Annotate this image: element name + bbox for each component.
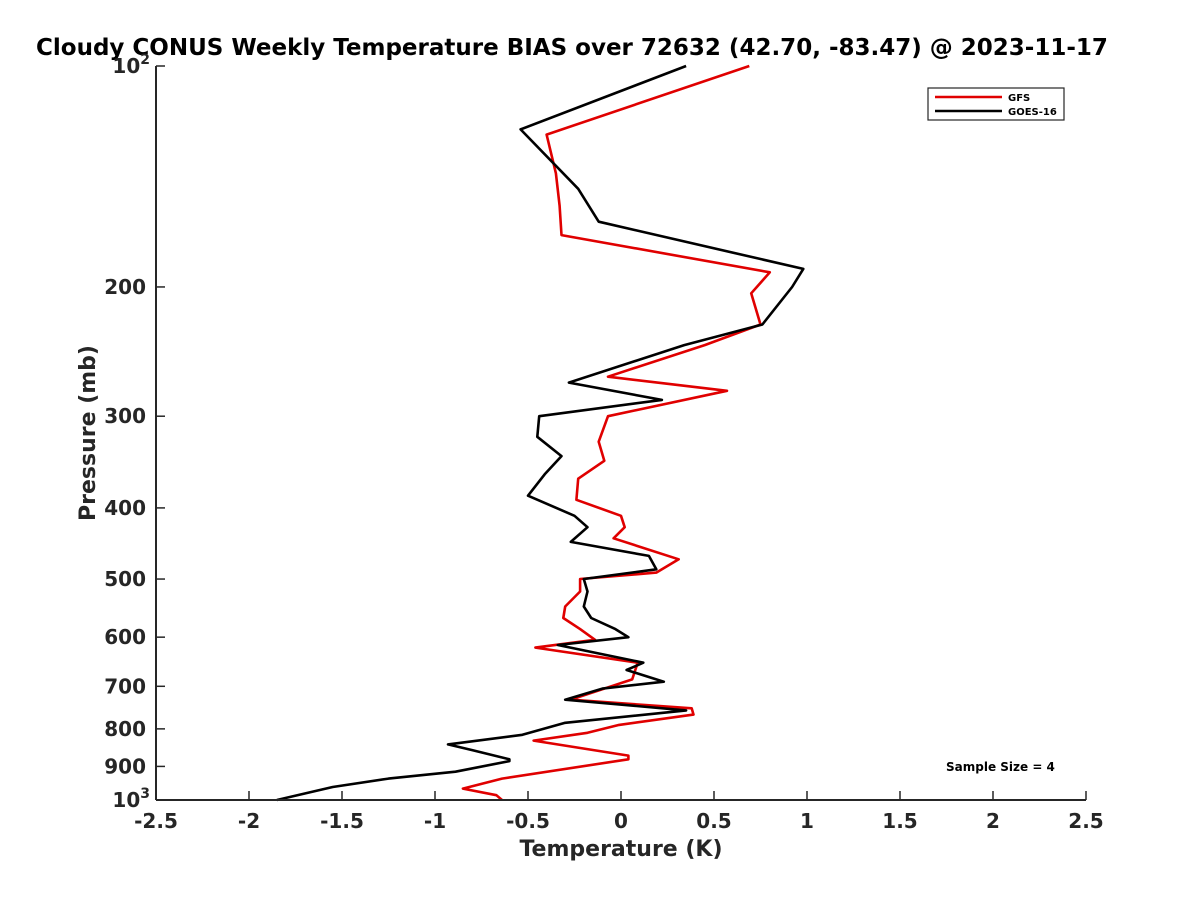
x-axis-label: Temperature (K) xyxy=(519,837,722,862)
series-layer xyxy=(276,64,805,802)
y-ticks: 102 200 300 400 500 600 700 800 900 103 xyxy=(104,52,165,812)
series-line-goes-16 xyxy=(276,64,805,802)
x-tick-label: 0 xyxy=(614,809,628,833)
legend-label-gfs: GFS xyxy=(1008,93,1030,104)
x-tick-label: 1.5 xyxy=(882,809,917,833)
x-tick-label: 2 xyxy=(986,809,1000,833)
legend-box xyxy=(927,87,1065,121)
sample-size-annotation: Sample Size = 4 xyxy=(946,760,1055,774)
y-tick-label: 103 xyxy=(112,786,150,812)
x-tick-label: -0.5 xyxy=(506,809,550,833)
x-tick-label: 1 xyxy=(800,809,814,833)
y-tick-label: 200 xyxy=(104,275,146,299)
y-tick-label: 900 xyxy=(104,754,146,778)
x-tick-label: -2 xyxy=(238,809,260,833)
x-tick-label: 0.5 xyxy=(696,809,731,833)
plot-background xyxy=(156,66,1086,800)
y-tick-label: 102 xyxy=(112,52,150,78)
x-tick-label: -2.5 xyxy=(134,809,178,833)
y-tick-label: 500 xyxy=(104,567,146,591)
legend-label-goes-16: GOES-16 xyxy=(1008,107,1057,118)
y-tick-label: 800 xyxy=(104,717,146,741)
y-tick-label: 300 xyxy=(104,404,146,428)
x-tick-label: -1.5 xyxy=(320,809,364,833)
y-tick-label: 600 xyxy=(104,625,146,649)
chart-title: Cloudy CONUS Weekly Temperature BIAS ove… xyxy=(36,35,1108,61)
x-ticks: -2.5 -2 -1.5 -1 -0.5 0 0.5 1 1.5 2 2.5 xyxy=(134,791,1104,833)
y-axis-label: Pressure (mb) xyxy=(76,345,101,521)
y-tick-label: 700 xyxy=(104,674,146,698)
y-tick-label: 400 xyxy=(104,496,146,520)
legend: GFS GOES-16 xyxy=(927,87,1065,121)
x-tick-label: 2.5 xyxy=(1068,809,1103,833)
series-line-gfs xyxy=(461,64,772,801)
x-tick-label: -1 xyxy=(424,809,446,833)
plot-area xyxy=(156,66,1086,800)
